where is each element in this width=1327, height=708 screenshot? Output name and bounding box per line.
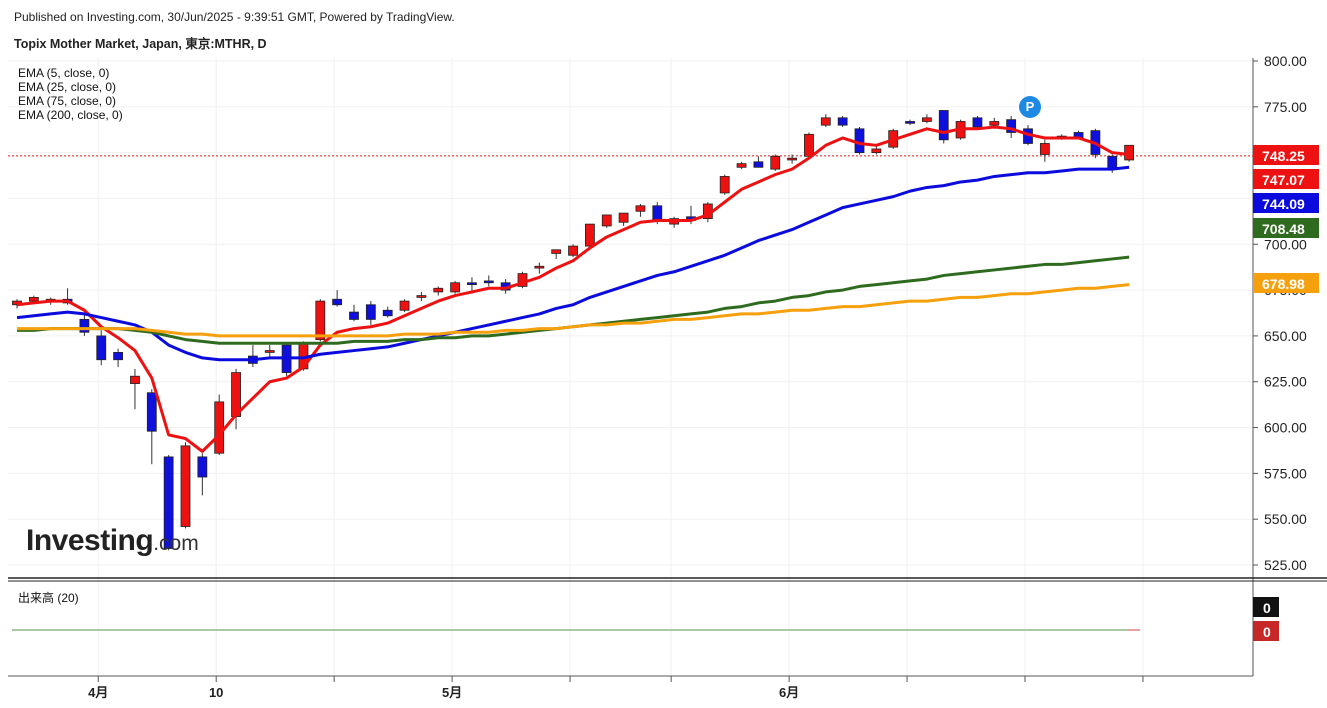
candle-body[interactable] [568,245,578,256]
ema-line-2[interactable] [17,255,1130,345]
ema-line-0[interactable] [16,125,1130,453]
candle-body[interactable] [28,297,39,302]
candle-body[interactable] [736,163,747,168]
candle-body[interactable] [618,212,629,223]
volume-legend[interactable]: 出来高 (20) [18,591,79,605]
price-tag [1253,273,1319,293]
published-info: Published on Investing.com, 30/Jun/2025 … [14,10,455,24]
volume-tag-label: 0 [1263,624,1271,640]
price-tag [1253,145,1319,165]
candle-body[interactable] [349,311,359,320]
candle-body[interactable] [180,445,191,527]
candle-body[interactable] [585,223,595,247]
price-tag-label: 744.09 [1262,196,1305,212]
candle-body[interactable] [938,110,949,141]
candle-body[interactable] [483,280,494,284]
legend-ema200[interactable]: EMA (200, close, 0) [18,108,123,122]
candle-body[interactable] [753,161,764,168]
volume-tag-label: 0 [1263,600,1271,616]
candle-body[interactable] [79,319,90,333]
y-tick-label: 525.00 [1264,557,1307,573]
candle-body[interactable] [820,117,831,126]
x-tick-label: 4月 [88,685,108,700]
volume-tag [1253,597,1279,617]
candle-body[interactable] [1039,143,1050,155]
investing-logo: Investing.com [26,524,199,557]
volume-tag [1253,621,1279,641]
legend-ema25[interactable]: EMA (25, close, 0) [18,80,117,94]
price-tag-label: 748.25 [1262,148,1305,164]
candle-body[interactable] [113,352,123,361]
x-tick-label: 10 [209,685,223,700]
price-tag-label: 678.98 [1262,276,1305,292]
y-tick-label: 700.00 [1264,236,1307,252]
candle-body[interactable] [146,392,157,432]
price-tag [1253,218,1319,238]
y-tick-label: 550.00 [1264,511,1307,527]
ema-line-3[interactable] [17,283,1130,338]
candle-body[interactable] [450,282,461,293]
candle-body[interactable] [989,121,1000,126]
y-tick-label: 625.00 [1264,374,1307,390]
candle-body[interactable] [652,205,663,221]
candle-body[interactable] [433,287,444,293]
candle-body[interactable] [130,375,140,384]
price-tag-label: 708.48 [1262,221,1305,237]
candle-body[interactable] [972,117,983,128]
candle-body[interactable] [804,133,814,157]
candle-body[interactable] [922,117,932,122]
candle-body[interactable] [1107,155,1118,170]
candle-body[interactable] [635,205,646,212]
candle-body[interactable] [197,456,208,478]
candle-body[interactable] [467,282,477,285]
candle-body[interactable] [416,295,427,298]
candle-body[interactable] [332,298,343,306]
candle-body[interactable] [96,335,107,361]
candle-body[interactable] [365,304,376,320]
price-tag [1253,193,1319,213]
price-tag-label: 747.07 [1262,172,1305,188]
candle-body[interactable] [837,117,848,126]
event-badge-icon[interactable]: P [1019,96,1041,118]
candle-body[interactable] [770,155,781,170]
candle-body[interactable] [264,350,275,353]
y-tick-label: 650.00 [1264,328,1307,344]
candle-body[interactable] [787,157,797,161]
y-tick-label: 600.00 [1264,420,1307,436]
y-tick-label: 575.00 [1264,465,1307,481]
candle-body[interactable] [163,456,174,549]
candle-body[interactable] [315,300,326,340]
candle-body[interactable] [399,300,410,311]
symbol-title: Topix Mother Market, Japan, 東京:MTHR, D [14,37,267,51]
candle-body[interactable] [871,148,882,154]
candle-body[interactable] [905,121,915,124]
candle-body[interactable] [382,309,393,317]
y-tick-label: 800.00 [1264,53,1307,69]
ema-line-1[interactable] [16,165,1130,362]
candle-body[interactable] [214,401,225,454]
legend-ema5[interactable]: EMA (5, close, 0) [18,66,110,80]
candle-body[interactable] [601,214,612,227]
indicator-legend: EMA (5, close, 0) EMA (25, close, 0) EMA… [18,66,123,122]
candle-body[interactable] [854,128,865,154]
candle-body[interactable] [534,265,545,269]
price-tag [1253,169,1319,189]
x-tick-label: 6月 [779,685,799,700]
candle-body[interactable] [551,249,562,254]
candle-body[interactable] [719,176,730,194]
y-tick-label: 775.00 [1264,99,1307,115]
legend-ema75[interactable]: EMA (75, close, 0) [18,94,117,108]
x-tick-label: 5月 [442,685,462,700]
candle-body[interactable] [1006,119,1017,133]
